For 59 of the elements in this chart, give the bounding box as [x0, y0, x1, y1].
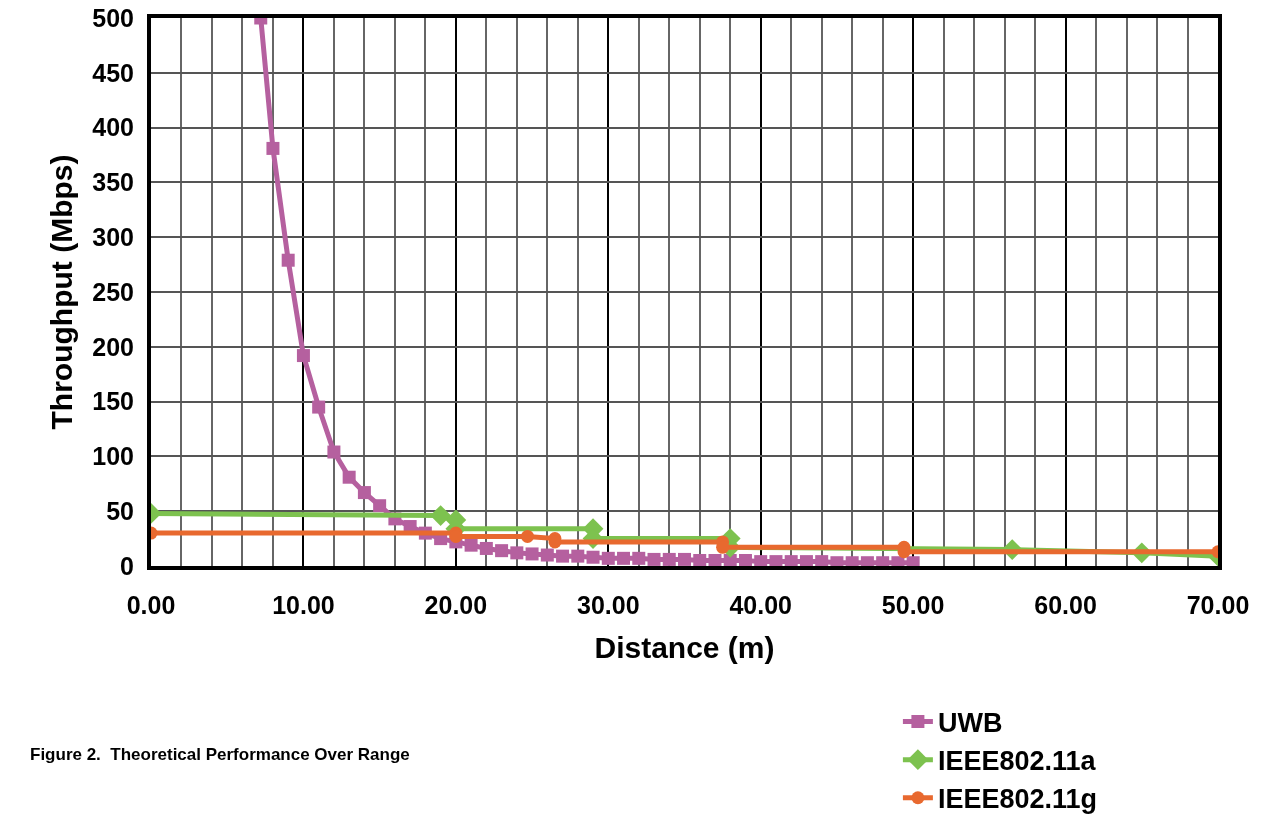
point [678, 552, 691, 566]
point [510, 546, 524, 560]
x-tick-label: 50.00 [881, 591, 945, 619]
y-tick-label: 350 [92, 168, 134, 197]
point [312, 400, 326, 414]
y-tick-label: 150 [92, 387, 134, 416]
point [693, 554, 707, 566]
point [601, 551, 615, 565]
y-tick-label: 250 [92, 277, 134, 306]
y-axis-title: Throughput (Mbps) [44, 154, 78, 430]
point [632, 551, 646, 565]
y-tick-label: 400 [92, 113, 134, 142]
point [495, 544, 509, 558]
y-tick-label: 500 [92, 3, 134, 32]
point [464, 538, 478, 552]
point [815, 555, 829, 566]
point [327, 445, 341, 459]
point [784, 555, 798, 566]
y-tick-label: 0 [120, 551, 134, 580]
legend-label: IEEE802.11g [937, 784, 1098, 815]
y-tick-label: 450 [92, 58, 134, 87]
point [266, 141, 280, 155]
point [373, 499, 387, 513]
point [479, 541, 493, 555]
point [540, 548, 554, 562]
point [647, 552, 661, 566]
point [556, 549, 570, 563]
x-tick-label: 10.00 [272, 591, 335, 619]
point [281, 253, 295, 267]
legend-label: UWB [937, 708, 1003, 739]
point [357, 486, 371, 500]
point [342, 470, 356, 484]
y-tick-label: 200 [92, 332, 134, 361]
x-tick-label: 60.00 [1034, 591, 1097, 619]
x-axis-title: Distance (m) [594, 631, 775, 664]
point [662, 552, 676, 566]
point [430, 505, 452, 526]
legend-label: IEEE802.11a [937, 746, 1097, 777]
x-tick-label: 40.00 [729, 591, 792, 619]
x-tick-label: 0.00 [126, 591, 176, 619]
point [708, 554, 722, 566]
point [723, 554, 737, 566]
point [617, 551, 631, 565]
caption: Figure 2. Theoretical Performance Over Range [30, 745, 410, 764]
point [754, 555, 768, 566]
point [738, 554, 752, 566]
point [571, 549, 585, 563]
point [799, 555, 813, 566]
y-tick-label: 300 [92, 222, 134, 251]
point [296, 349, 310, 363]
point [525, 547, 539, 561]
x-tick-label: 70.00 [1186, 591, 1250, 619]
y-tick-label: 100 [92, 442, 134, 471]
point [586, 550, 600, 564]
x-tick-label: 30.00 [577, 591, 640, 619]
point [521, 529, 534, 543]
y-tick-label: 50 [106, 496, 134, 525]
point [769, 555, 783, 566]
x-tick-label: 20.00 [424, 591, 488, 619]
